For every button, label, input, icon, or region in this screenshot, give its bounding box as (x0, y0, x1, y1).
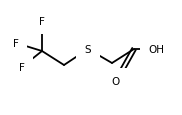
Text: F: F (19, 62, 25, 72)
Text: O: O (112, 76, 120, 86)
Text: F: F (13, 39, 19, 49)
Text: F: F (39, 17, 45, 27)
Text: S: S (85, 45, 91, 55)
Text: OH: OH (148, 45, 164, 55)
